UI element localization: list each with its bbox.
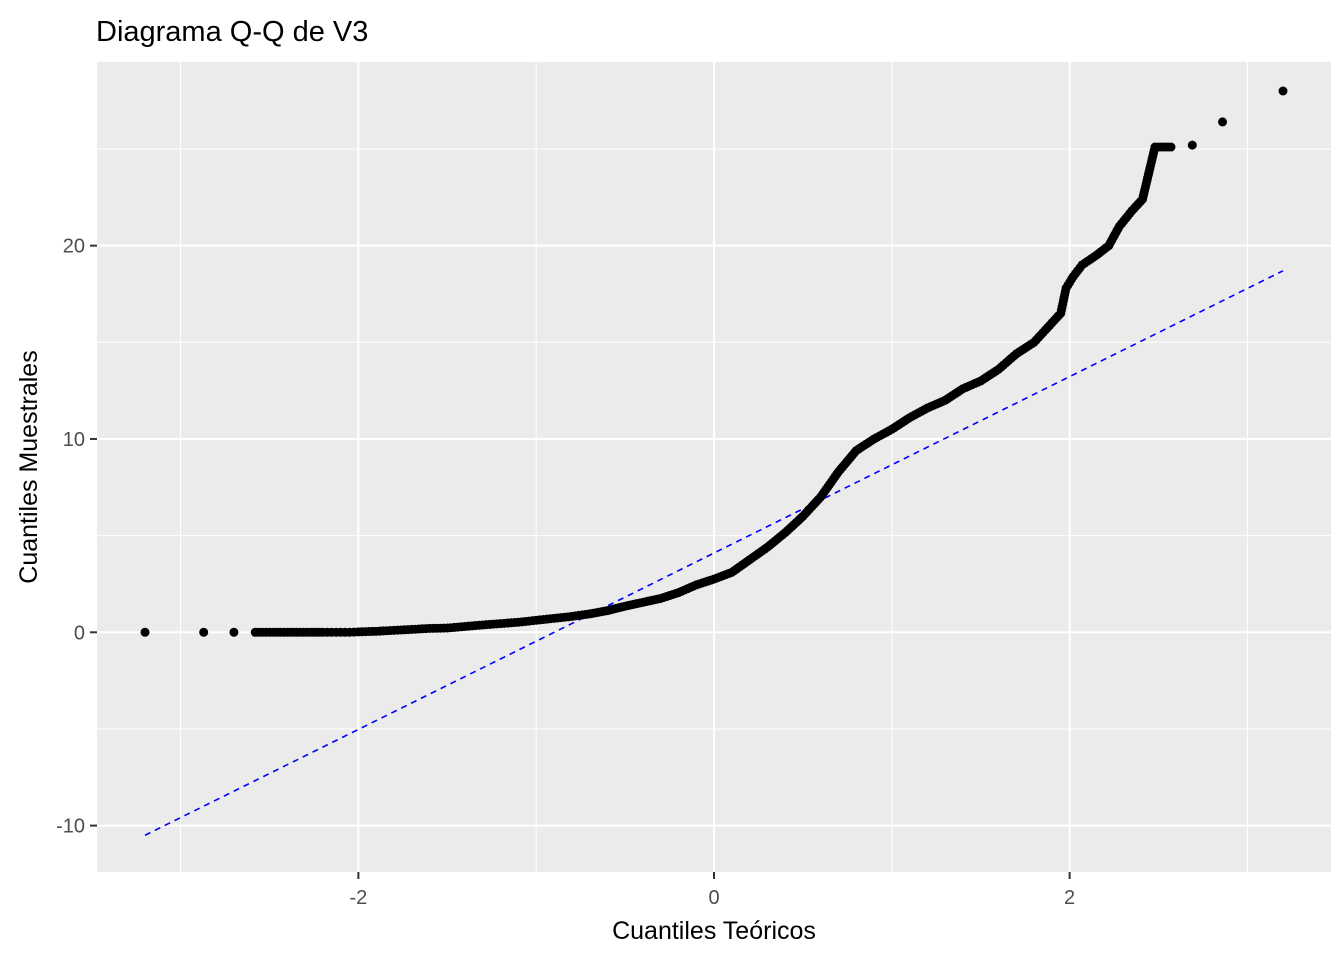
x-tick-label: 0 [708, 887, 719, 909]
x-axis-title: Cuantiles Teóricos [612, 917, 816, 945]
chart-title: Diagrama Q-Q de V3 [96, 16, 368, 48]
y-tick-label: 0 [74, 622, 85, 644]
data-point [140, 627, 150, 637]
sample-points [140, 86, 1288, 637]
y-tick-label: 20 [63, 236, 85, 258]
y-axis-title: Cuantiles Muestrales [15, 350, 43, 583]
y-tick-label: -10 [56, 816, 85, 838]
qq-reference-line [144, 270, 1284, 836]
data-point [1278, 86, 1288, 96]
major-gridlines [97, 62, 1331, 872]
reference-line-group [144, 270, 1284, 836]
y-tick-label: 10 [63, 429, 85, 451]
x-axis-ticks: -2 0 2 [349, 872, 1075, 909]
data-point [1166, 142, 1176, 152]
data-point [199, 627, 209, 637]
x-tick-label: -2 [349, 887, 367, 909]
data-point [1187, 140, 1197, 150]
data-point [229, 627, 239, 637]
data-point [1218, 117, 1228, 127]
x-tick-label: 2 [1064, 887, 1075, 909]
y-axis-ticks: -10 0 10 20 [56, 236, 97, 838]
